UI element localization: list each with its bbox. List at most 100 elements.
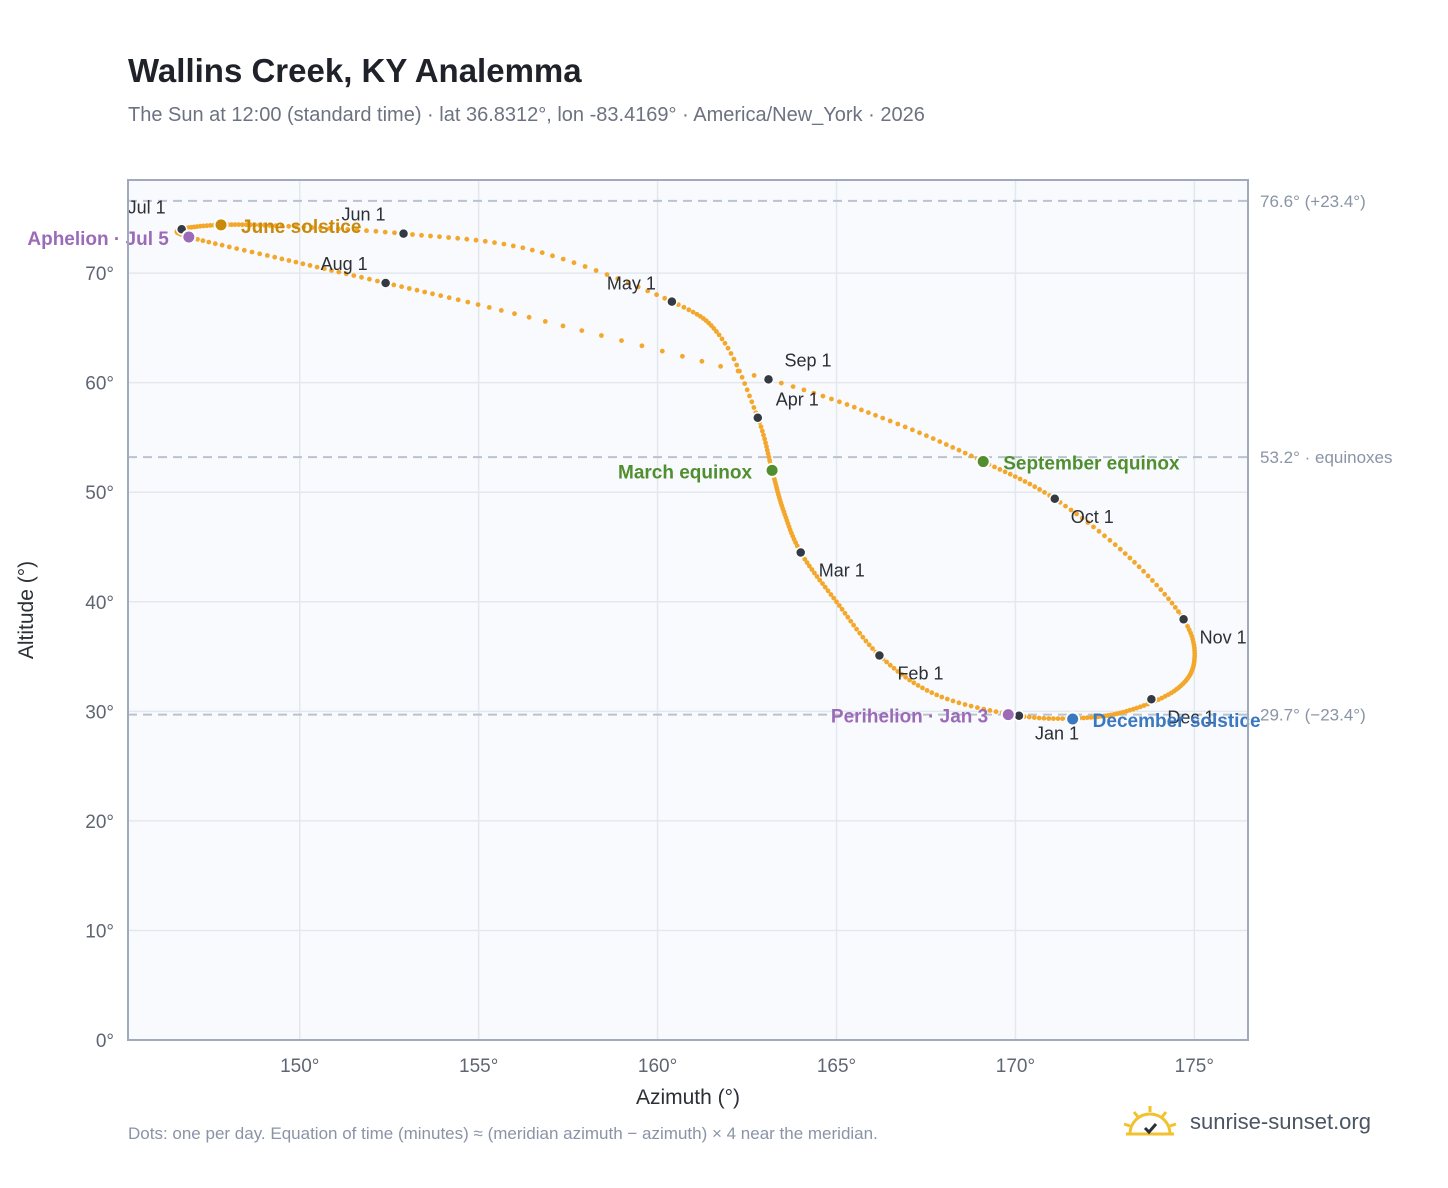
daily-dot bbox=[267, 223, 273, 228]
daily-dot bbox=[924, 688, 930, 693]
daily-dot bbox=[430, 291, 435, 297]
x-axis-label: Azimuth (°) bbox=[636, 1086, 740, 1109]
event-label: June solstice bbox=[241, 217, 361, 238]
daily-dot bbox=[1022, 479, 1028, 484]
daily-dot bbox=[718, 363, 723, 369]
daily-dot bbox=[903, 674, 908, 680]
daily-dot bbox=[639, 343, 645, 349]
daily-dot bbox=[778, 380, 784, 386]
daily-dot bbox=[848, 618, 854, 624]
daily-dot bbox=[863, 638, 869, 644]
daily-dot bbox=[1150, 578, 1155, 583]
daily-dot bbox=[375, 278, 380, 284]
daily-dot bbox=[307, 263, 313, 268]
daily-dot bbox=[1107, 537, 1113, 543]
daily-dot bbox=[845, 614, 851, 620]
daily-dot bbox=[1017, 476, 1023, 482]
brand-name: sunrise-sunset.org bbox=[1190, 1109, 1371, 1134]
brand[interactable]: sunrise-sunset.org bbox=[1122, 1104, 1371, 1140]
daily-dot bbox=[899, 671, 905, 677]
month-marker bbox=[397, 227, 410, 240]
y-tick-label: 30° bbox=[85, 702, 114, 723]
daily-dot bbox=[1145, 573, 1151, 579]
daily-dot bbox=[860, 634, 866, 640]
daily-dot bbox=[539, 250, 545, 256]
daily-dot bbox=[981, 706, 987, 712]
daily-dot bbox=[1122, 551, 1128, 556]
daily-dot bbox=[526, 314, 532, 320]
daily-dot bbox=[1134, 705, 1140, 711]
daily-dot bbox=[492, 240, 497, 246]
daily-dot bbox=[728, 351, 734, 356]
daily-dot bbox=[654, 292, 659, 298]
daily-dot bbox=[645, 288, 651, 294]
daily-dot bbox=[887, 662, 893, 668]
daily-dot bbox=[272, 254, 278, 260]
daily-dot bbox=[820, 393, 826, 399]
daily-dot bbox=[236, 222, 242, 228]
daily-dot bbox=[318, 225, 323, 231]
daily-dot bbox=[690, 309, 696, 315]
daily-dot bbox=[943, 442, 949, 447]
daily-dot bbox=[475, 302, 481, 307]
daily-dot bbox=[329, 268, 334, 273]
y-axis-label: Altitude (°) bbox=[15, 561, 38, 659]
daily-dot bbox=[809, 567, 815, 572]
daily-dot bbox=[1002, 469, 1008, 475]
daily-dot bbox=[195, 236, 200, 242]
daily-dot bbox=[206, 239, 212, 245]
daily-dot bbox=[550, 253, 555, 259]
daily-dot bbox=[249, 249, 255, 255]
daily-dot bbox=[962, 702, 968, 707]
daily-dot bbox=[1060, 716, 1065, 721]
daily-dot bbox=[1172, 605, 1178, 610]
daily-dot bbox=[1081, 715, 1086, 721]
daily-dot bbox=[625, 280, 631, 286]
x-tick-label: 155° bbox=[459, 1056, 498, 1077]
daily-dot bbox=[314, 264, 320, 270]
reference-lines: 76.6° (+23.4°) 53.2° · equinoxes 29.7° (−2… bbox=[128, 192, 1393, 725]
daily-dot bbox=[473, 237, 479, 243]
daily-dot bbox=[997, 467, 1003, 472]
month-marker-label: Jul 1 bbox=[128, 197, 166, 217]
daily-dot bbox=[828, 592, 834, 597]
event-marker bbox=[1065, 711, 1081, 727]
daily-dot bbox=[910, 427, 915, 433]
daily-dot bbox=[410, 232, 415, 237]
month-markers: Jan 1 Feb 1 Mar 1 Apr 1 May 1 Jun 1 Jul 1 Aug 1… bbox=[128, 197, 1247, 743]
daily-dot bbox=[731, 356, 737, 362]
daily-dot bbox=[200, 238, 206, 244]
daily-dot bbox=[911, 680, 917, 686]
daily-dot bbox=[956, 447, 962, 453]
daily-dot bbox=[406, 286, 412, 291]
y-tick-label: 40° bbox=[85, 593, 114, 614]
daily-dot bbox=[751, 405, 757, 410]
event-marker bbox=[975, 454, 991, 470]
daily-dot bbox=[887, 418, 893, 424]
daily-dot bbox=[579, 328, 585, 333]
daily-dot bbox=[822, 584, 828, 590]
daily-dot bbox=[264, 253, 270, 258]
daily-dot bbox=[252, 222, 258, 228]
daily-dot bbox=[804, 560, 810, 565]
x-tick-label: 170° bbox=[996, 1056, 1035, 1077]
daily-dot bbox=[1176, 609, 1181, 614]
month-marker bbox=[794, 546, 807, 559]
daily-dot bbox=[1041, 715, 1047, 721]
month-marker bbox=[379, 277, 392, 289]
daily-dot bbox=[944, 696, 950, 702]
daily-dot bbox=[716, 332, 722, 338]
daily-dot bbox=[866, 642, 872, 648]
y-tick-label: 20° bbox=[85, 812, 114, 833]
daily-dot bbox=[351, 273, 357, 278]
daily-dot bbox=[873, 412, 878, 418]
daily-dot bbox=[917, 430, 922, 436]
daily-dot bbox=[759, 428, 765, 434]
daily-dot bbox=[241, 247, 247, 253]
daily-dot bbox=[831, 595, 837, 601]
daily-dot bbox=[419, 232, 424, 238]
daily-dot bbox=[829, 396, 834, 402]
daily-dot bbox=[248, 222, 253, 228]
daily-dot bbox=[1096, 528, 1102, 534]
event-label: December solstice bbox=[1093, 711, 1261, 732]
